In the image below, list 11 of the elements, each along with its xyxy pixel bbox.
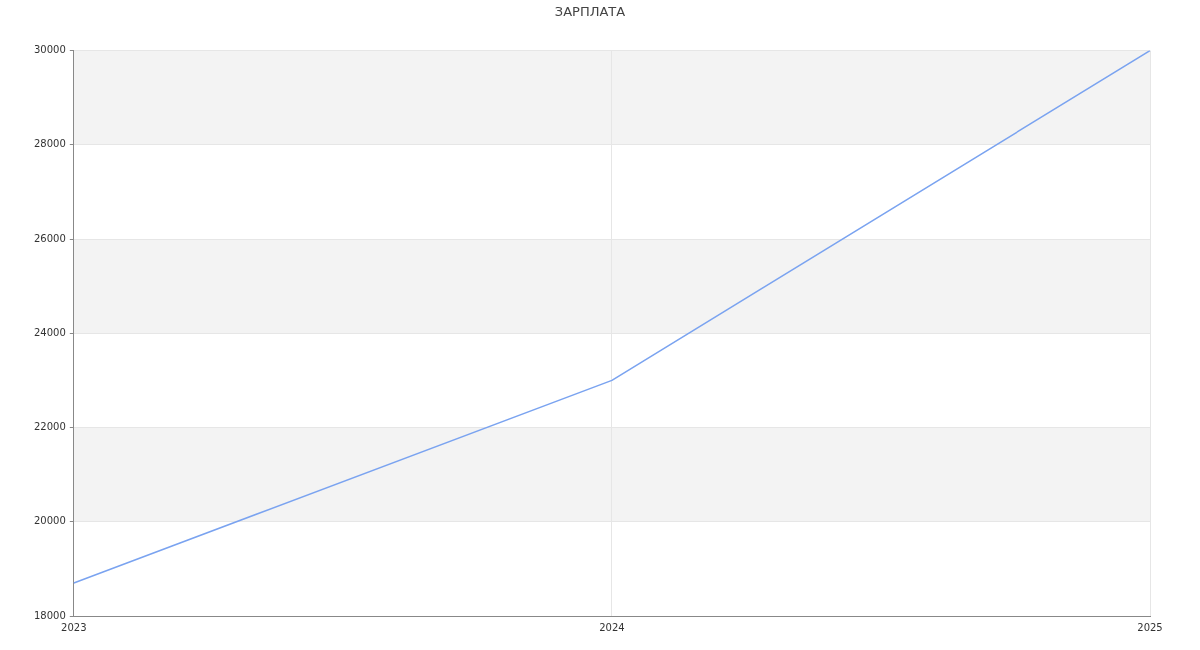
chart-title: ЗАРПЛАТА bbox=[554, 4, 626, 20]
y-tick-label: 26000 bbox=[34, 232, 66, 244]
y-tick-label: 20000 bbox=[34, 515, 66, 527]
y-tick-label: 30000 bbox=[34, 44, 66, 56]
x-tick-label: 2025 bbox=[1137, 621, 1163, 633]
y-tick-label: 18000 bbox=[34, 609, 66, 621]
x-tick-label: 2023 bbox=[61, 621, 87, 633]
y-tick-label: 28000 bbox=[34, 138, 66, 150]
y-tick-label: 24000 bbox=[34, 326, 66, 338]
x-tick-label: 2024 bbox=[599, 621, 625, 633]
y-tick-label: 22000 bbox=[34, 421, 66, 433]
